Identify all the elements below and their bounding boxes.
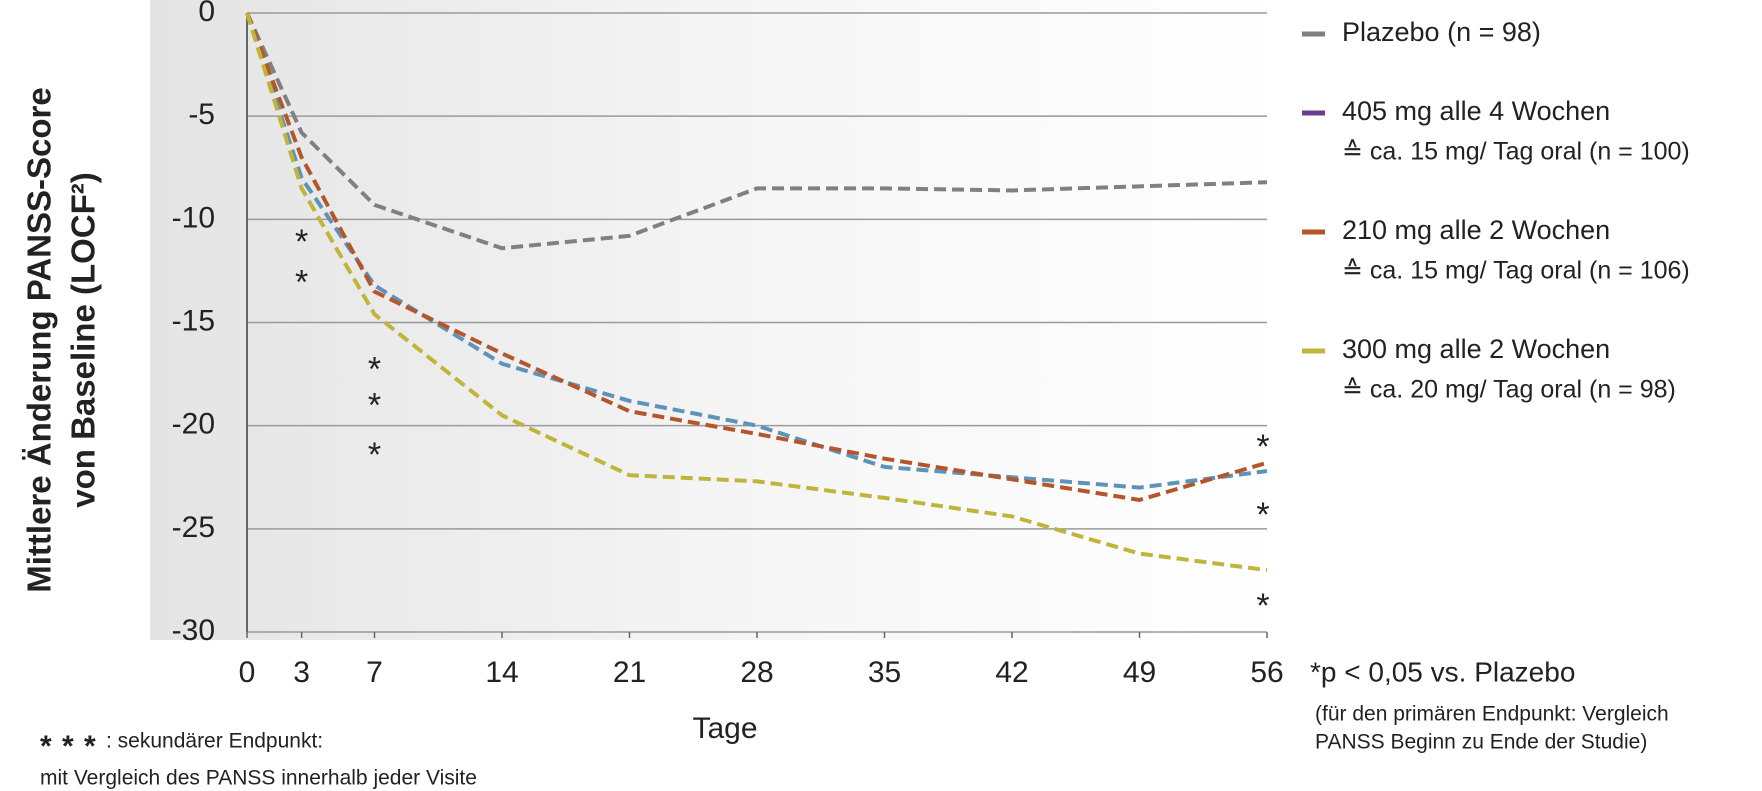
y-tick-label: -20 <box>172 408 215 441</box>
legend-label: 210 mg alle 2 Wochen <box>1342 215 1610 245</box>
series-line <box>245 12 1268 490</box>
y-tick-label: -30 <box>172 614 215 647</box>
x-tick-label: 7 <box>366 656 383 689</box>
series-line <box>245 12 1268 502</box>
significance-marker: * <box>295 263 308 301</box>
plot-background <box>150 0 1290 640</box>
significance-marker: * <box>368 436 381 474</box>
x-tick-label: 35 <box>868 656 901 689</box>
footnote-detail: (für den primären Endpunkt: Vergleich <box>1315 703 1669 726</box>
significance-marker: * <box>1256 428 1269 466</box>
y-axis-title-line: Mittlere Änderung PANSS-Score <box>21 87 58 592</box>
x-tick-label: 56 <box>1250 656 1283 689</box>
significance-marker: * <box>1256 496 1269 534</box>
y-tick-label: -5 <box>188 98 215 131</box>
x-tick-label: 3 <box>293 656 310 689</box>
y-axis-title: Mittlere Änderung PANSS-Score von Baselin… <box>21 87 102 592</box>
y-tick-label: 0 <box>198 0 215 28</box>
x-tick-label: 42 <box>995 656 1028 689</box>
secondary-symbol: * <box>62 730 74 763</box>
secondary-note: : sekundärer Endpunkt: <box>106 730 323 753</box>
legend-note: ≙ ca. 15 mg/ Tag oral (n = 100) <box>1342 138 1690 166</box>
legend-label: Plazebo (n = 98) <box>1342 17 1541 47</box>
y-tick-label: -10 <box>172 201 215 234</box>
x-tick-label: 21 <box>613 656 646 689</box>
y-tick-label: -15 <box>172 304 215 337</box>
significance-marker: * <box>1256 587 1269 625</box>
y-axis-title-line: von Baseline (LOCF²) <box>65 172 102 508</box>
series-line <box>245 12 1268 251</box>
x-tick-label: 49 <box>1123 656 1156 689</box>
x-tick-label: 14 <box>485 656 518 689</box>
significance-marker: * <box>368 387 381 425</box>
legend-note: ≙ ca. 20 mg/ Tag oral (n = 98) <box>1342 376 1676 404</box>
x-tick-label: 0 <box>239 656 256 689</box>
series-line <box>245 12 1268 573</box>
footnote: *p < 0,05 vs. Plazebo <box>1310 656 1575 687</box>
x-tick-label: 28 <box>740 656 773 689</box>
secondary-symbol: * <box>40 730 52 763</box>
legend-label: 405 mg alle 4 Wochen <box>1342 96 1610 126</box>
significance-marker: * <box>295 223 308 261</box>
secondary-symbol: * <box>84 730 96 763</box>
footnote-detail: PANSS Beginn zu Ende der Studie) <box>1315 731 1647 754</box>
legend-label: 300 mg alle 2 Wochen <box>1342 334 1610 364</box>
x-axis-title: Tage <box>692 712 757 745</box>
secondary-note-2: mit Vergleich des PANSS innerhalb jeder … <box>40 767 477 790</box>
legend-note: ≙ ca. 15 mg/ Tag oral (n = 106) <box>1342 257 1690 285</box>
significance-marker: * <box>368 350 381 388</box>
y-tick-label: -25 <box>172 511 215 544</box>
